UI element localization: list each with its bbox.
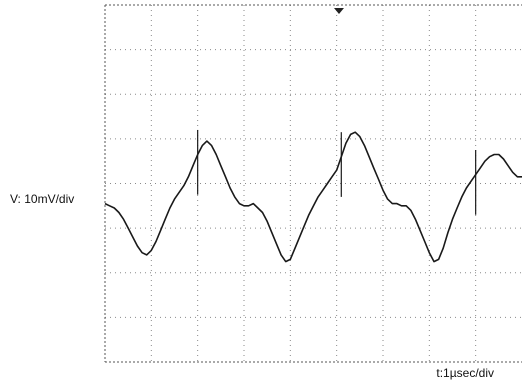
switching-spikes [197, 129, 477, 215]
x-axis-label: t:1µsec/div [436, 366, 494, 380]
voltage-trace [104, 131, 522, 263]
graticule [104, 4, 522, 363]
trigger-marker [334, 8, 344, 14]
y-axis-label: V: 10mV/div [10, 192, 75, 206]
